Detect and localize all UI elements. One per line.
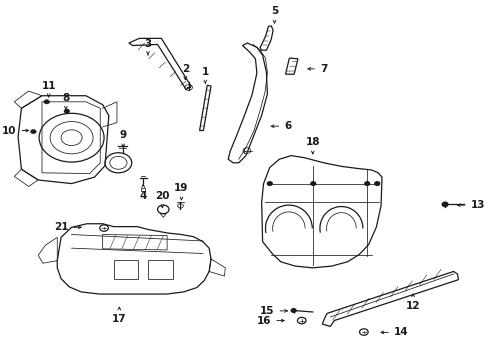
Text: 11: 11 (41, 81, 56, 97)
Circle shape (374, 182, 379, 185)
Circle shape (30, 130, 36, 134)
Text: 1: 1 (201, 67, 208, 83)
Text: 6: 6 (271, 121, 291, 131)
Text: 16: 16 (256, 316, 284, 325)
Text: 12: 12 (405, 294, 420, 311)
Circle shape (44, 100, 49, 104)
Circle shape (291, 309, 295, 312)
Circle shape (441, 202, 447, 207)
Bar (113, 260, 138, 279)
Text: 17: 17 (112, 307, 126, 324)
Text: 14: 14 (380, 327, 408, 337)
Bar (141, 188, 145, 192)
Circle shape (364, 182, 369, 185)
Text: 15: 15 (260, 306, 287, 316)
Text: 10: 10 (2, 126, 29, 135)
Text: 2: 2 (181, 64, 188, 80)
Circle shape (310, 182, 315, 185)
Text: 18: 18 (305, 137, 319, 154)
Text: 19: 19 (174, 183, 188, 200)
Text: 7: 7 (307, 64, 326, 74)
Text: 4: 4 (139, 185, 146, 201)
Text: 3: 3 (144, 40, 151, 55)
Text: 21: 21 (54, 222, 81, 232)
Circle shape (267, 182, 272, 185)
Bar (148, 260, 172, 279)
Text: 8: 8 (62, 93, 69, 109)
Text: 13: 13 (456, 200, 484, 210)
Text: 20: 20 (155, 191, 169, 208)
Text: 5: 5 (270, 6, 278, 23)
Text: 9: 9 (120, 130, 126, 147)
Circle shape (64, 109, 69, 113)
